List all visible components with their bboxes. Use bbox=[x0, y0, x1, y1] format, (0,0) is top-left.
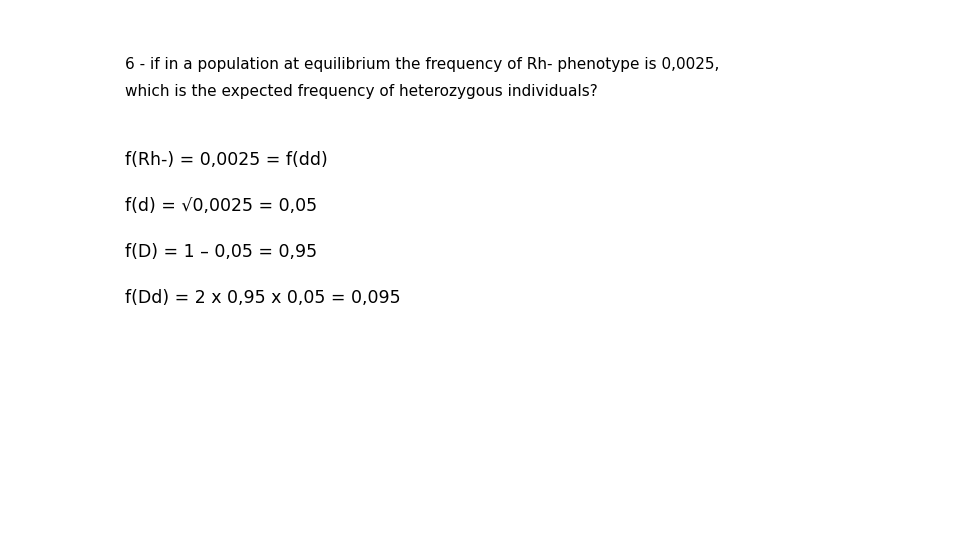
Text: f(Dd) = 2 x 0,95 x 0,05 = 0,095: f(Dd) = 2 x 0,95 x 0,05 = 0,095 bbox=[125, 289, 400, 307]
Text: which is the expected frequency of heterozygous individuals?: which is the expected frequency of heter… bbox=[125, 84, 597, 99]
Text: f(Rh-) = 0,0025 = f(dd): f(Rh-) = 0,0025 = f(dd) bbox=[125, 151, 327, 169]
Text: f(D) = 1 – 0,05 = 0,95: f(D) = 1 – 0,05 = 0,95 bbox=[125, 243, 317, 261]
Text: f(d) = √0,0025 = 0,05: f(d) = √0,0025 = 0,05 bbox=[125, 197, 317, 215]
Text: 6 - if in a population at equilibrium the frequency of Rh- phenotype is 0,0025,: 6 - if in a population at equilibrium th… bbox=[125, 57, 719, 72]
